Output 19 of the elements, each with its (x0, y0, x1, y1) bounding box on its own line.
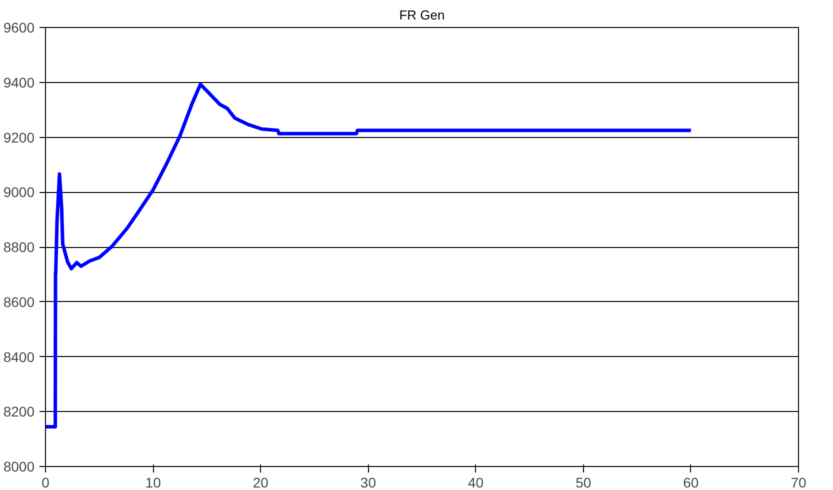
x-tick-label: 60 (683, 474, 699, 490)
x-tick-label: 50 (576, 474, 592, 490)
x-tick-label: 20 (252, 474, 269, 490)
y-tick-label: 8000 (3, 458, 35, 474)
y-tick-label: 8400 (3, 348, 35, 365)
y-tick-label: 8200 (3, 404, 35, 420)
y-tick-label: 8800 (3, 239, 35, 255)
x-tick-label: 40 (468, 474, 484, 490)
y-tick-label: 9600 (3, 20, 35, 36)
y-tick-label: 9400 (3, 74, 35, 90)
chart-title: FR Gen (399, 8, 445, 22)
y-tick-label: 9200 (3, 129, 35, 146)
x-tick-label: 10 (145, 474, 162, 490)
y-tick-label: 9000 (3, 184, 35, 200)
line-series (46, 82, 693, 428)
x-tick-label: 30 (360, 474, 376, 490)
y-tick-label: 8600 (3, 294, 35, 310)
x-tick-label: 70 (790, 474, 806, 490)
x-tick-label: 0 (42, 474, 50, 490)
